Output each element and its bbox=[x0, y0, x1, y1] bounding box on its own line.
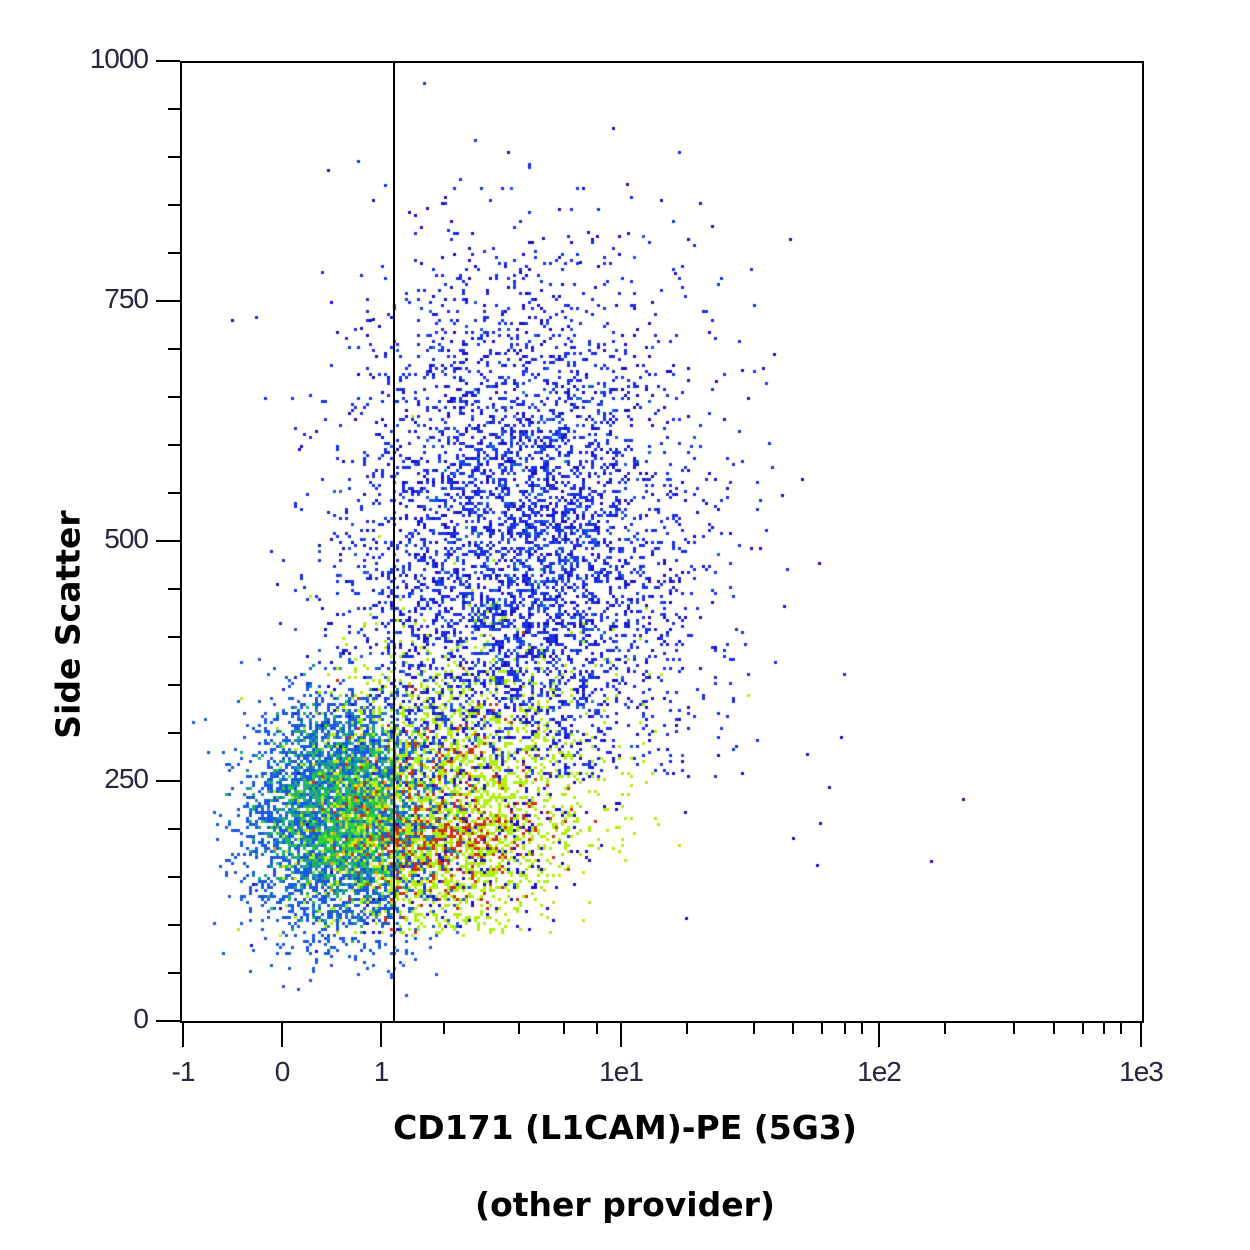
x-minor-tick bbox=[1120, 1021, 1122, 1034]
x-axis-label-subtitle: (other provider) bbox=[475, 1185, 775, 1224]
y-major-tick bbox=[156, 540, 180, 542]
y-minor-tick bbox=[168, 156, 180, 158]
plot-frame bbox=[180, 61, 1144, 1023]
x-minor-tick bbox=[1082, 1021, 1084, 1034]
x-tick-label: 1e2 bbox=[857, 1056, 902, 1087]
x-major-tick bbox=[878, 1021, 880, 1047]
x-minor-tick bbox=[753, 1021, 755, 1034]
y-minor-tick bbox=[168, 444, 180, 446]
x-tick-label: 0 bbox=[274, 1056, 291, 1087]
x-tick-label: 1e1 bbox=[599, 1056, 644, 1087]
x-minor-tick bbox=[861, 1021, 863, 1034]
y-minor-tick bbox=[168, 972, 180, 974]
x-minor-tick bbox=[563, 1021, 565, 1034]
x-tick-label: -1 bbox=[171, 1056, 196, 1087]
y-minor-tick bbox=[168, 396, 180, 398]
x-minor-tick bbox=[518, 1021, 520, 1034]
y-minor-tick bbox=[168, 588, 180, 590]
x-minor-tick bbox=[686, 1021, 688, 1034]
y-major-tick bbox=[156, 1020, 180, 1022]
x-minor-tick bbox=[844, 1021, 846, 1034]
x-tick-label: 1e3 bbox=[1119, 1056, 1164, 1087]
y-minor-tick bbox=[168, 492, 180, 494]
x-minor-tick bbox=[1103, 1021, 1105, 1034]
y-minor-tick bbox=[168, 348, 180, 350]
x-major-tick bbox=[281, 1021, 283, 1047]
y-minor-tick bbox=[168, 204, 180, 206]
y-major-tick bbox=[156, 60, 180, 62]
x-minor-tick bbox=[596, 1021, 598, 1034]
y-minor-tick bbox=[168, 924, 180, 926]
x-minor-tick bbox=[1013, 1021, 1015, 1034]
y-minor-tick bbox=[168, 636, 180, 638]
x-minor-tick bbox=[821, 1021, 823, 1034]
y-major-tick bbox=[156, 300, 180, 302]
y-tick-label: 250 bbox=[104, 763, 149, 794]
y-minor-tick bbox=[168, 828, 180, 830]
x-minor-tick bbox=[1053, 1021, 1055, 1034]
y-axis-label: Side Scatter bbox=[48, 510, 88, 739]
y-minor-tick bbox=[168, 252, 180, 254]
x-major-tick bbox=[620, 1021, 622, 1047]
x-axis-label: CD171 (L1CAM)-PE (5G3) bbox=[393, 1108, 857, 1147]
x-major-tick bbox=[182, 1021, 184, 1047]
x-minor-tick bbox=[443, 1021, 445, 1034]
y-tick-label: 500 bbox=[104, 523, 149, 554]
x-tick-label: 1 bbox=[373, 1056, 390, 1087]
gate-line[interactable] bbox=[393, 61, 395, 1021]
y-tick-label: 0 bbox=[133, 1003, 149, 1034]
y-minor-tick bbox=[168, 684, 180, 686]
x-major-tick bbox=[1140, 1021, 1142, 1047]
y-minor-tick bbox=[168, 732, 180, 734]
y-minor-tick bbox=[168, 108, 180, 110]
x-minor-tick bbox=[944, 1021, 946, 1034]
y-major-tick bbox=[156, 780, 180, 782]
x-minor-tick bbox=[792, 1021, 794, 1034]
x-major-tick bbox=[380, 1021, 382, 1047]
y-tick-label: 1000 bbox=[89, 43, 149, 74]
y-minor-tick bbox=[168, 876, 180, 878]
y-tick-label: 750 bbox=[104, 283, 149, 314]
